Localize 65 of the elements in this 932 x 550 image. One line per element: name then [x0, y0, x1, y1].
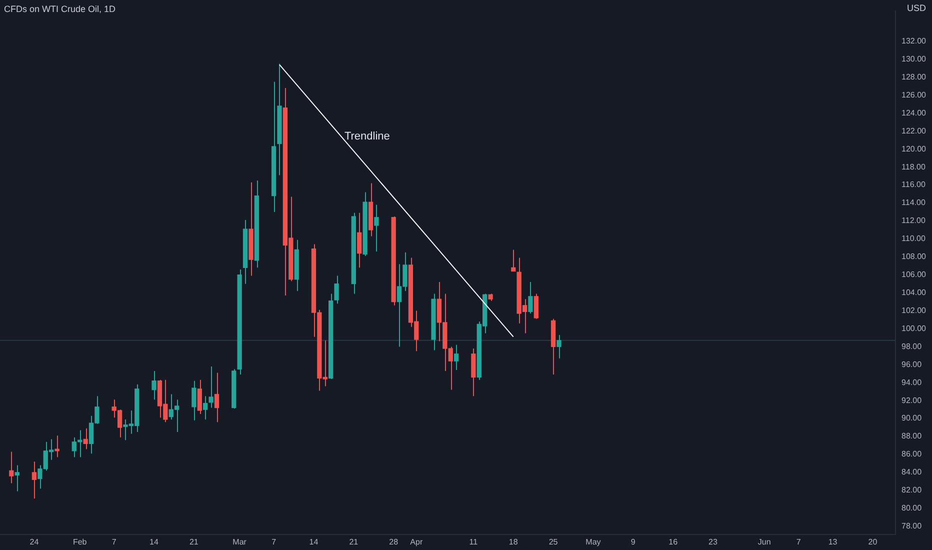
- y-tick-label: 80.00: [902, 504, 922, 513]
- y-tick-label: 102.00: [902, 306, 927, 315]
- x-tick-label: 28: [389, 537, 399, 546]
- x-tick-label: 13: [828, 537, 838, 546]
- x-tick-label: 21: [189, 537, 199, 546]
- annotation: Trendline: [344, 130, 390, 142]
- x-tick-label: 21: [349, 537, 359, 546]
- x-tick-label: 9: [630, 537, 636, 546]
- candlestick: [54, 435, 60, 458]
- y-tick-label: 98.00: [902, 342, 922, 351]
- y-tick-label: 78.00: [902, 522, 922, 531]
- y-tick-label: 110.00: [902, 234, 926, 244]
- candlestick: [511, 249, 516, 272]
- y-tick-label: 90.00: [902, 414, 922, 423]
- x-tick-label: 7: [112, 537, 117, 546]
- y-tick-label: 104.00: [902, 288, 927, 298]
- x-tick-label: 16: [668, 537, 678, 546]
- y-tick-label: 126.00: [902, 90, 927, 100]
- y-tick-label: 132.00: [902, 36, 927, 46]
- x-tick-label: Jun: [758, 537, 771, 546]
- y-tick-label: 96.00: [902, 360, 922, 369]
- x-tick-label: 20: [868, 537, 878, 546]
- y-tick-label: 130.00: [902, 54, 927, 64]
- y-tick-label: 100.00: [902, 324, 927, 333]
- y-tick-label: 120.00: [902, 144, 927, 154]
- y-tick-label: 82.00: [902, 486, 922, 495]
- y-tick-label: 88.00: [902, 432, 922, 441]
- y-tick-label: 118.00: [902, 162, 926, 172]
- x-tick-label: 11: [469, 537, 478, 546]
- x-tick-label: 7: [272, 537, 277, 546]
- x-tick-label: May: [586, 537, 601, 546]
- candlestick: [152, 370, 156, 400]
- y-axis-title: USD: [906, 3, 926, 13]
- x-tick-label: 25: [548, 537, 558, 546]
- y-tick-label: 114.00: [902, 198, 926, 208]
- y-tick-label: 122.00: [902, 126, 927, 136]
- candlestick: [14, 464, 20, 492]
- x-tick-label: 7: [796, 537, 802, 546]
- candlestick: [83, 428, 88, 450]
- x-tick-label: 14: [309, 537, 319, 546]
- y-tick-label: 108.00: [902, 252, 927, 262]
- y-tick-label: 86.00: [902, 450, 922, 459]
- candlestick: [9, 451, 14, 484]
- candlestick: [454, 344, 459, 371]
- x-tick-label: 14: [150, 537, 160, 546]
- x-tick-label: Apr: [410, 537, 423, 546]
- candlestick: [374, 204, 379, 252]
- candlestick: [528, 282, 533, 314]
- x-tick-label: 24: [30, 537, 40, 546]
- y-tick-label: 124.00: [902, 108, 927, 118]
- x-tick-label: 18: [508, 537, 518, 546]
- candlestick: [534, 293, 539, 320]
- x-tick-label: Feb: [72, 537, 88, 546]
- candlestick: [556, 334, 562, 359]
- x-tick-label: 23: [708, 537, 718, 546]
- y-tick-label: 92.00: [902, 396, 922, 405]
- candlestick: [32, 461, 37, 499]
- chart-title: CFDs on WTI Crude Oil, 1D: [4, 4, 116, 14]
- y-tick-label: 128.00: [902, 72, 927, 82]
- y-tick-label: 94.00: [902, 378, 922, 387]
- y-tick-label: 84.00: [902, 468, 922, 477]
- y-tick-label: 106.00: [902, 270, 927, 280]
- y-tick-label: 112.00: [902, 216, 926, 226]
- x-tick-label: Mar: [232, 537, 247, 546]
- y-tick-label: 116.00: [902, 180, 926, 190]
